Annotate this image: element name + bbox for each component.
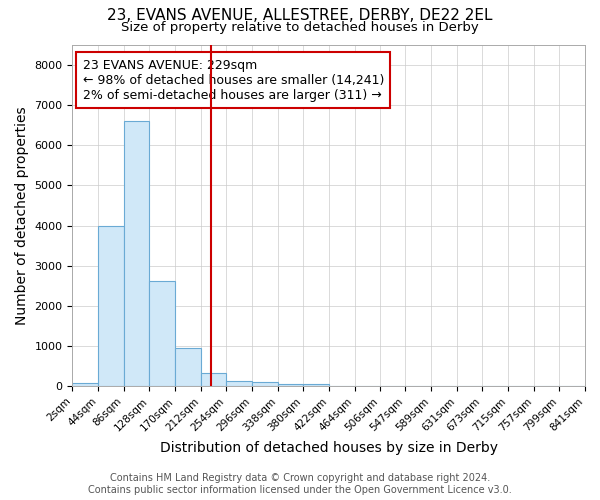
Bar (201, 373, 226, 386)
Bar (175, 348, 201, 386)
Text: Size of property relative to detached houses in Derby: Size of property relative to detached ho… (121, 21, 479, 34)
Bar (73, 383, 98, 386)
Y-axis label: Number of detached properties: Number of detached properties (15, 106, 29, 325)
Text: 23, EVANS AVENUE, ALLESTREE, DERBY, DE22 2EL: 23, EVANS AVENUE, ALLESTREE, DERBY, DE22… (107, 8, 493, 22)
Bar (98, 226, 124, 386)
Text: Contains HM Land Registry data © Crown copyright and database right 2024.
Contai: Contains HM Land Registry data © Crown c… (88, 474, 512, 495)
Bar (226, 381, 252, 386)
Bar (124, 121, 149, 386)
Bar (252, 382, 278, 386)
X-axis label: Distribution of detached houses by size in Derby: Distribution of detached houses by size … (160, 441, 498, 455)
Bar (304, 384, 329, 386)
Text: 23 EVANS AVENUE: 229sqm
← 98% of detached houses are smaller (14,241)
2% of semi: 23 EVANS AVENUE: 229sqm ← 98% of detache… (83, 58, 384, 102)
Bar (149, 281, 175, 386)
Bar (278, 384, 304, 386)
